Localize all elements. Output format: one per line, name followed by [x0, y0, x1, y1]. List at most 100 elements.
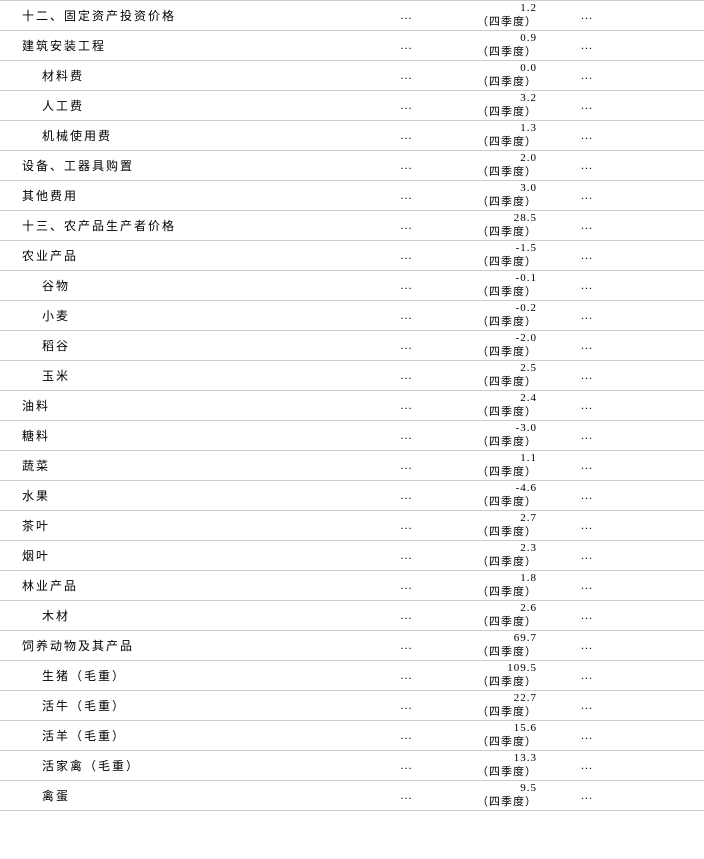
- value-annual: 50.5: [620, 661, 704, 691]
- table-row: 活牛（毛重）…22.7（四季度）…12.5: [0, 691, 704, 721]
- value-annual: 5.2: [620, 391, 704, 421]
- value-q4: 1.8（四季度）: [437, 571, 555, 601]
- ellipsis-cell: …: [555, 631, 620, 661]
- table-row: 建筑安装工程…0.9（四季度）…2.8: [0, 31, 704, 61]
- ellipsis-cell: …: [555, 391, 620, 421]
- value-annual: 2.7: [620, 511, 704, 541]
- ellipsis-cell: …: [555, 661, 620, 691]
- row-label: 禽蛋: [0, 781, 377, 811]
- table-row: 农业产品…-1.5（四季度）…0.8: [0, 241, 704, 271]
- value-q4: 2.7（四季度）: [437, 511, 555, 541]
- ellipsis-cell: …: [377, 211, 437, 241]
- value-q4: 28.5（四季度）: [437, 211, 555, 241]
- value-number: 69.7: [437, 632, 537, 645]
- table-row: 林业产品…1.8（四季度）…0.1: [0, 571, 704, 601]
- table-row: 水果…-4.6（四季度）…3.6: [0, 481, 704, 511]
- period-label: （四季度）: [437, 466, 537, 479]
- value-annual: 2.9: [620, 601, 704, 631]
- row-label: 小麦: [0, 301, 377, 331]
- ellipsis-cell: …: [555, 151, 620, 181]
- value-q4: 1.3（四季度）: [437, 121, 555, 151]
- table-row: 茶叶…2.7（四季度）…2.7: [0, 511, 704, 541]
- value-q4: 2.6（四季度）: [437, 601, 555, 631]
- value-q4: -4.6（四季度）: [437, 481, 555, 511]
- ellipsis-cell: …: [377, 601, 437, 631]
- value-number: -2.0: [437, 332, 537, 345]
- ellipsis-cell: …: [555, 751, 620, 781]
- value-q4: 2.5（四季度）: [437, 361, 555, 391]
- value-number: 1.1: [437, 452, 537, 465]
- value-number: 1.2: [437, 2, 537, 15]
- period-label: （四季度）: [437, 286, 537, 299]
- row-label: 饲养动物及其产品: [0, 631, 377, 661]
- value-number: 2.5: [437, 362, 537, 375]
- row-label: 水果: [0, 481, 377, 511]
- period-label: （四季度）: [437, 556, 537, 569]
- ellipsis-cell: …: [377, 271, 437, 301]
- row-label: 其他费用: [0, 181, 377, 211]
- price-index-table: 十二、固定资产投资价格…1.2（四季度）…2.6建筑安装工程…0.9（四季度）……: [0, 0, 704, 811]
- ellipsis-cell: …: [377, 61, 437, 91]
- ellipsis-cell: …: [555, 181, 620, 211]
- row-label: 机械使用费: [0, 121, 377, 151]
- ellipsis-cell: …: [555, 301, 620, 331]
- value-annual: 7.8: [620, 751, 704, 781]
- value-annual: 2.6: [620, 1, 704, 31]
- value-number: 1.3: [437, 122, 537, 135]
- row-label: 设备、工器具购置: [0, 151, 377, 181]
- period-label: （四季度）: [437, 616, 537, 629]
- ellipsis-cell: …: [377, 661, 437, 691]
- value-q4: -1.5（四季度）: [437, 241, 555, 271]
- value-q4: 2.3（四季度）: [437, 541, 555, 571]
- table-row: 十三、农产品生产者价格…28.5（四季度）…14.5: [0, 211, 704, 241]
- row-label: 林业产品: [0, 571, 377, 601]
- table-row: 十二、固定资产投资价格…1.2（四季度）…2.6: [0, 1, 704, 31]
- table-row: 饲养动物及其产品…69.7（四季度）…33.5: [0, 631, 704, 661]
- value-number: 2.6: [437, 602, 537, 615]
- value-number: 3.2: [437, 92, 537, 105]
- table-row: 活羊（毛重）…15.6（四季度）…14.3: [0, 721, 704, 751]
- period-label: （四季度）: [437, 586, 537, 599]
- ellipsis-cell: …: [377, 31, 437, 61]
- value-annual: 3.6: [620, 481, 704, 511]
- period-label: （四季度）: [437, 136, 537, 149]
- value-q4: 69.7（四季度）: [437, 631, 555, 661]
- ellipsis-cell: …: [377, 301, 437, 331]
- value-annual: -2.3: [620, 421, 704, 451]
- period-label: （四季度）: [437, 646, 537, 659]
- value-q4: -2.0（四季度）: [437, 331, 555, 361]
- period-label: （四季度）: [437, 706, 537, 719]
- table-row: 禽蛋…9.5（四季度）…2.1: [0, 781, 704, 811]
- value-number: 2.4: [437, 392, 537, 405]
- value-q4: 13.3（四季度）: [437, 751, 555, 781]
- ellipsis-cell: …: [377, 571, 437, 601]
- period-label: （四季度）: [437, 346, 537, 359]
- value-q4: -0.1（四季度）: [437, 271, 555, 301]
- value-q4: 3.2（四季度）: [437, 91, 555, 121]
- ellipsis-cell: …: [555, 781, 620, 811]
- table-row: 设备、工器具购置…2.0（四季度）…0.1: [0, 151, 704, 181]
- value-q4: 1.1（四季度）: [437, 451, 555, 481]
- table-row: 生猪（毛重）…109.5（四季度）…50.5: [0, 661, 704, 691]
- value-number: 13.3: [437, 752, 537, 765]
- value-number: -4.6: [437, 482, 537, 495]
- value-q4: 2.4（四季度）: [437, 391, 555, 421]
- ellipsis-cell: …: [377, 331, 437, 361]
- ellipsis-cell: …: [377, 541, 437, 571]
- period-label: （四季度）: [437, 406, 537, 419]
- row-label: 玉米: [0, 361, 377, 391]
- value-q4: 15.6（四季度）: [437, 721, 555, 751]
- value-number: 109.5: [437, 662, 537, 675]
- period-label: （四季度）: [437, 196, 537, 209]
- table-row: 稻谷…-2.0（四季度）…-3.5: [0, 331, 704, 361]
- table-row: 小麦…-0.2（四季度）…0.1: [0, 301, 704, 331]
- value-number: -0.2: [437, 302, 537, 315]
- ellipsis-cell: …: [377, 151, 437, 181]
- value-number: -3.0: [437, 422, 537, 435]
- table-row: 活家禽（毛重）…13.3（四季度）…7.8: [0, 751, 704, 781]
- value-q4: 109.5（四季度）: [437, 661, 555, 691]
- period-label: （四季度）: [437, 766, 537, 779]
- period-label: （四季度）: [437, 256, 537, 269]
- value-annual: 2.8: [620, 31, 704, 61]
- row-label: 活羊（毛重）: [0, 721, 377, 751]
